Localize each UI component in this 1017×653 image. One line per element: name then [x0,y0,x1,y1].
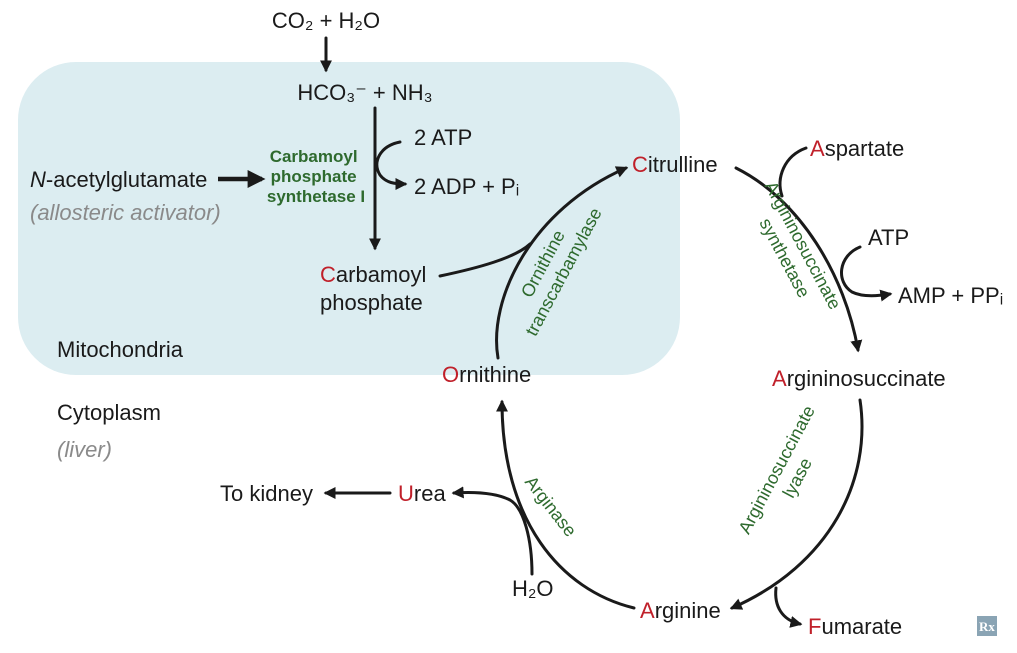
carbamoyl-phosphate-line2: phosphate [320,290,423,315]
argininosuccinate-to-arginine-arc [729,398,864,610]
enzyme-asl-label: Argininosuccinate lyase [735,398,841,548]
ornithine-to-citrulline-arc [495,166,629,360]
citrulline-label: Citrulline [632,152,718,177]
aspartate-input-line [778,146,808,198]
arginine-label: Arginine [640,598,721,623]
h2o-label: H₂O [512,576,554,601]
urea-label: Urea [398,481,446,506]
liver-label: (liver) [57,437,112,462]
svg-text:Rx: Rx [979,619,995,634]
arginine-to-ornithine-arc [496,399,636,610]
cytoplasm-label: Cytoplasm [57,400,161,425]
citrulline-to-argininosuccinate-arc [734,166,863,353]
ornithine-label: Ornithine [442,362,531,387]
atp-single-label: ATP [868,225,909,250]
fumarate-label: Fumarate [808,614,902,639]
atp-amp-side-arrow [840,245,893,302]
amp-ppi-label: AMP + PPᵢ [898,283,1003,308]
carbamoyl-to-cycle-line [438,242,532,278]
carbamoyl-phosphate-label: Carbamoyl [320,262,426,287]
atp-adp-side-arrow [375,140,408,190]
aspartate-label: Aspartate [810,136,904,161]
hco3-nh3-label: HCO₃⁻ + NH₃ [297,80,432,105]
allosteric-activator-label: (allosteric activator) [30,200,221,225]
enzyme-cps1-label: Carbamoyl phosphate synthetase I [267,147,365,206]
argininosuccinate-label: Argininosuccinate [772,366,946,391]
co2-h2o-label: CO₂ + H₂O [272,8,380,33]
enzyme-arginase-label: Arginase [521,472,581,540]
fumarate-output-arrow [774,586,803,628]
to-kidney-label: To kidney [220,481,313,506]
rx-logo-icon: Rx [977,616,997,636]
urea-output-arrow [451,486,534,576]
n-acetylglutamate-label: N-acetylglutamate [30,167,207,192]
mitochondria-region [18,62,680,375]
adp-out-label: 2 ADP + Pᵢ [414,174,519,199]
mitochondria-label: Mitochondria [57,337,184,362]
enzyme-ass-label: Argininosuccinate synthetase [741,178,847,328]
atp-in-label: 2 ATP [414,125,472,150]
